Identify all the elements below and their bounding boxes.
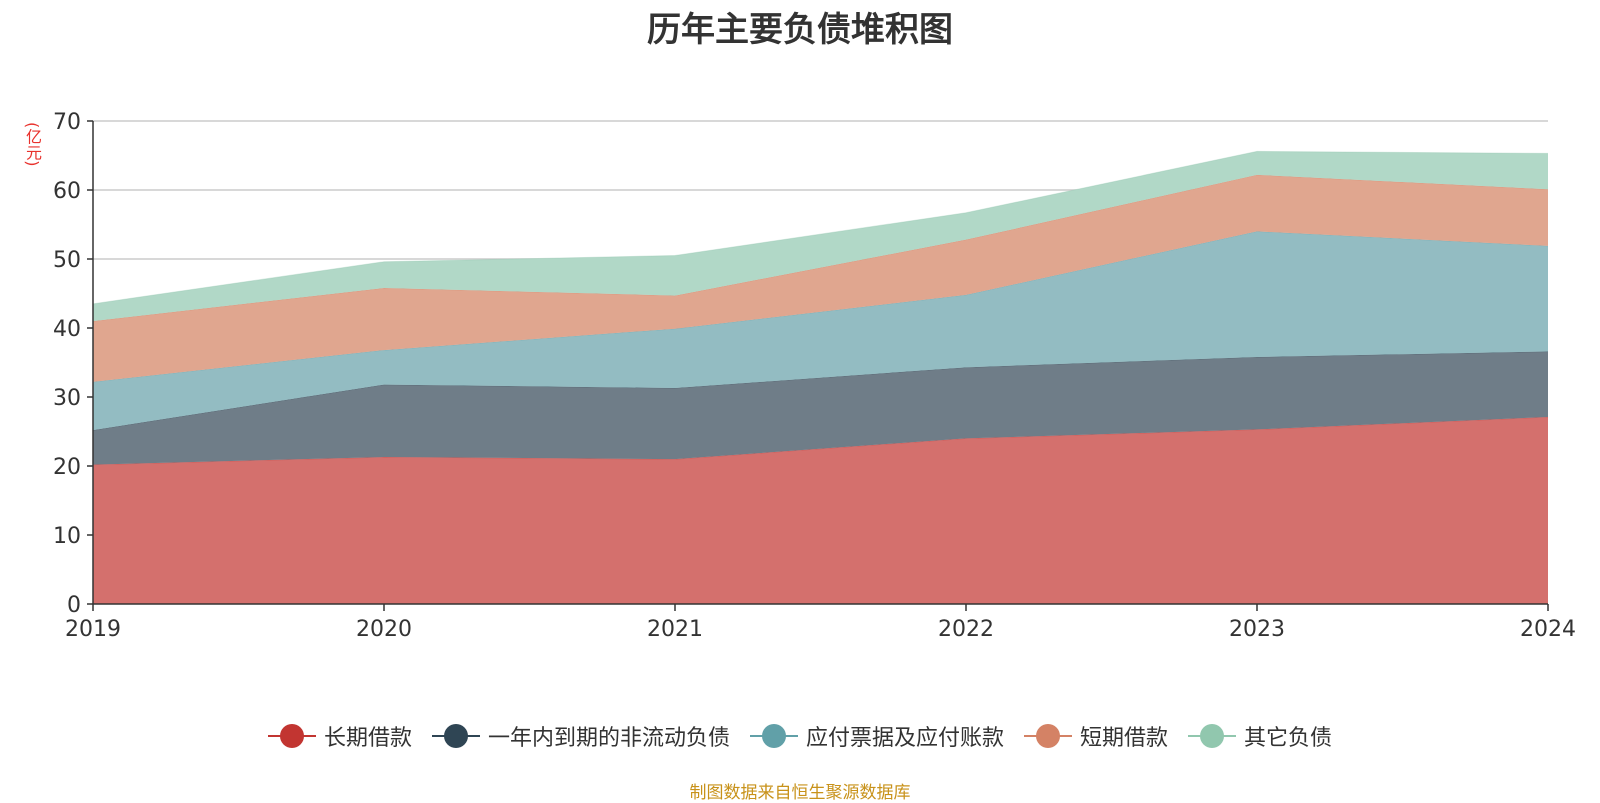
y-tick-label: 20: [53, 455, 81, 480]
y-tick-label: 0: [67, 593, 81, 618]
legend-marker-icon: [267, 724, 316, 748]
area-series-3[interactable]: [93, 231, 1548, 431]
legend: 长期借款 一年内到期的非流动负债 应付票据及应付账款 短期借款 其它负债: [0, 720, 1600, 752]
y-tick-label: 70: [53, 110, 81, 135]
legend-item-5[interactable]: 其它负债: [1188, 720, 1332, 752]
legend-item-4[interactable]: 短期借款: [1024, 720, 1168, 752]
area-series: [92, 150, 1549, 604]
legend-item-2[interactable]: 一年内到期的非流动负债: [431, 720, 730, 752]
legend-label: 应付票据及应付账款: [805, 726, 1004, 751]
y-tick-label: 60: [53, 179, 81, 204]
x-tick-label: 2023: [1229, 617, 1285, 642]
data-source-note: 制图数据来自恒生聚源数据库: [689, 783, 911, 803]
y-tick-label: 40: [53, 317, 81, 342]
y-axis-unit-label: (亿元): [23, 122, 42, 167]
area-series-4[interactable]: [93, 174, 1548, 382]
legend-marker-icon: [1024, 724, 1072, 748]
x-tick-label: 2020: [356, 617, 412, 642]
x-tick-label: 2019: [65, 617, 121, 642]
x-tick-label: 2021: [647, 617, 703, 642]
series-top-line-5: [92, 150, 1549, 305]
legend-item-1[interactable]: 长期借款: [267, 720, 412, 752]
y-tick-label: 30: [53, 386, 81, 411]
chart-title: 历年主要负债堆积图: [647, 10, 953, 50]
legend-label: 长期借款: [323, 726, 412, 751]
legend-marker-icon: [749, 724, 798, 748]
legend-marker-icon: [431, 724, 480, 748]
legend-label: 一年内到期的非流动负债: [487, 726, 730, 751]
area-series-1[interactable]: [93, 417, 1548, 604]
area-series-2[interactable]: [93, 351, 1548, 465]
legend-label: 其它负债: [1244, 726, 1333, 751]
legend-item-3[interactable]: 应付票据及应付账款: [749, 720, 1004, 752]
x-tick-label: 2024: [1520, 617, 1576, 642]
area-series-5[interactable]: [93, 151, 1548, 322]
y-tick-label: 10: [53, 524, 81, 549]
axes: 0 10 20 30 40 50 60 70 2019 2020 2021 2022 2023 2024: [53, 110, 1576, 642]
y-tick-label: 50: [53, 248, 81, 273]
legend-marker-icon: [1188, 724, 1237, 748]
legend-label: 短期借款: [1080, 726, 1169, 751]
x-tick-label: 2022: [938, 617, 994, 642]
